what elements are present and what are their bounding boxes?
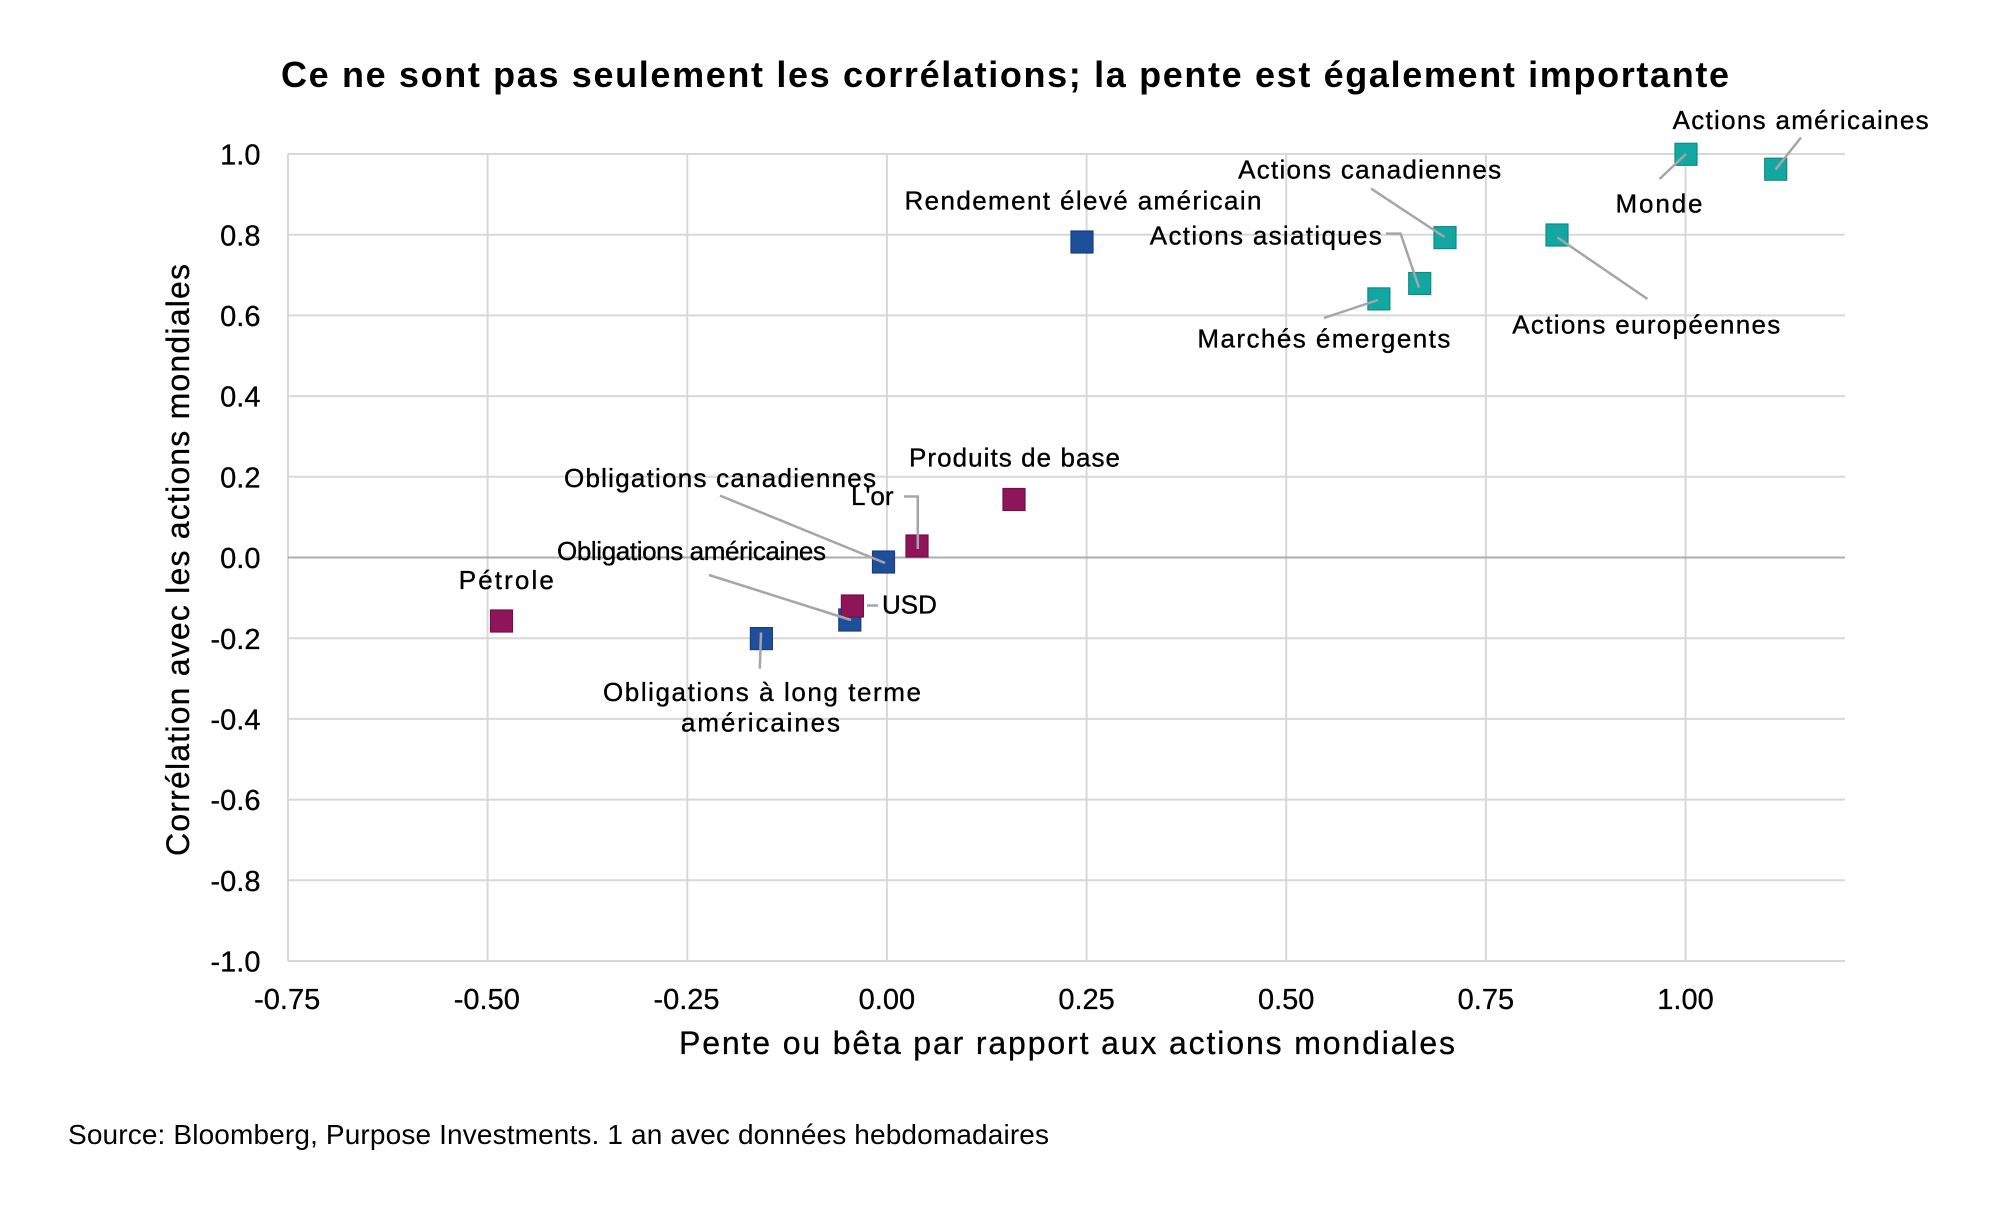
svg-text:0.25: 0.25 [1058, 984, 1114, 1016]
svg-text:0.00: 0.00 [859, 984, 915, 1016]
svg-text:0.8: 0.8 [220, 220, 260, 252]
svg-text:Monde: Monde [1616, 189, 1703, 219]
svg-text:Source: Bloomberg, Purpose Inv: Source: Bloomberg, Purpose Investments. … [68, 1119, 1049, 1150]
svg-text:-0.4: -0.4 [211, 705, 261, 737]
svg-text:américaines: américaines [681, 708, 840, 738]
svg-text:Obligations américaines: Obligations américaines [557, 536, 826, 566]
svg-text:Rendement élevé américain: Rendement élevé américain [905, 185, 1262, 215]
svg-text:USD: USD [882, 590, 937, 620]
svg-text:Obligations canadiennes: Obligations canadiennes [564, 463, 876, 493]
svg-text:Pétrole: Pétrole [459, 565, 554, 595]
svg-text:Actions européennes: Actions européennes [1512, 310, 1780, 340]
svg-text:Pente ou bêta par rapport aux: Pente ou bêta par rapport aux actions mo… [679, 1025, 1455, 1061]
svg-text:L'or: L'or [851, 481, 894, 511]
svg-text:-1.0: -1.0 [211, 947, 261, 979]
svg-text:Actions américaines: Actions américaines [1673, 105, 1929, 135]
svg-text:0.4: 0.4 [220, 382, 260, 414]
svg-text:Marchés émergents: Marchés émergents [1197, 324, 1450, 354]
svg-text:1.00: 1.00 [1657, 984, 1713, 1016]
svg-text:Obligations à long terme: Obligations à long terme [603, 677, 921, 707]
svg-text:0.0: 0.0 [220, 543, 260, 575]
svg-text:1.0: 1.0 [220, 140, 260, 172]
svg-text:-0.25: -0.25 [653, 984, 719, 1016]
svg-text:Ce ne sont pas seulement les c: Ce ne sont pas seulement les corrélation… [281, 54, 1729, 95]
svg-text:0.6: 0.6 [220, 301, 260, 333]
svg-text:-0.2: -0.2 [211, 624, 261, 656]
svg-text:0.50: 0.50 [1258, 984, 1314, 1016]
svg-text:Actions asiatiques: Actions asiatiques [1150, 221, 1382, 251]
svg-text:-0.50: -0.50 [454, 984, 520, 1016]
svg-text:-0.75: -0.75 [254, 984, 320, 1016]
svg-text:-0.8: -0.8 [211, 866, 261, 898]
svg-text:-0.6: -0.6 [211, 785, 261, 817]
svg-text:0.2: 0.2 [220, 462, 260, 494]
svg-text:Corrélation avec les actions m: Corrélation avec les actions mondiales [160, 264, 196, 856]
svg-text:0.75: 0.75 [1458, 984, 1514, 1016]
svg-text:Produits de base: Produits de base [909, 443, 1120, 473]
